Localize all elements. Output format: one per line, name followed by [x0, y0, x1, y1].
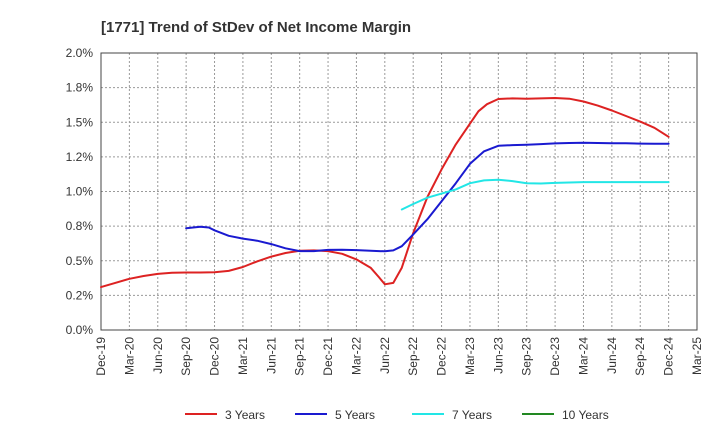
- y-axis-ticks: 0.0% 0.2% 0.5% 0.8% 1.0% 1.2% 1.5% 1.8% 2.0%: [66, 46, 94, 337]
- series-lines: [100, 97, 670, 289]
- x-tick-label: Jun-21: [264, 337, 278, 374]
- chart-title: [1771] Trend of StDev of Net Income Marg…: [101, 19, 411, 36]
- x-tick-label: Sep-22: [406, 337, 420, 376]
- legend: 3 Years 5 Years 7 Years 10 Years: [185, 408, 609, 422]
- x-tick-label: Sep-20: [179, 337, 193, 376]
- x-tick-label: Mar-20: [122, 337, 136, 375]
- x-tick-label: Mar-24: [576, 337, 590, 375]
- x-tick-label: Jun-20: [151, 337, 165, 374]
- gridlines: [100, 52, 698, 331]
- x-tick-label: Mar-22: [349, 337, 363, 375]
- series-line-5-years: [185, 141, 670, 253]
- x-tick-label: Sep-23: [520, 337, 534, 376]
- legend-label: 3 Years: [225, 408, 265, 422]
- legend-item: 7 Years: [412, 408, 492, 422]
- x-tick-label: Dec-22: [435, 337, 449, 376]
- y-tick-label: 1.2%: [66, 150, 94, 164]
- x-tick-label: Mar-23: [463, 337, 477, 375]
- x-tick-label: Mar-25: [690, 337, 704, 375]
- y-tick-label: 1.5%: [66, 115, 94, 129]
- y-tick-label: 0.2%: [66, 288, 94, 302]
- series-line-3-years: [100, 97, 670, 289]
- y-tick-label: 1.0%: [66, 185, 94, 199]
- y-tick-label: 0.0%: [66, 323, 94, 337]
- x-tick-label: Sep-21: [293, 337, 307, 376]
- series-line-7-years: [400, 178, 670, 211]
- legend-label: 7 Years: [452, 408, 492, 422]
- x-tick-label: Dec-23: [548, 337, 562, 376]
- x-tick-label: Dec-21: [321, 337, 335, 376]
- legend-label: 5 Years: [335, 408, 375, 422]
- x-tick-label: Jun-22: [378, 337, 392, 374]
- x-tick-label: Jun-24: [605, 337, 619, 374]
- legend-item: 5 Years: [295, 408, 375, 422]
- legend-item: 10 Years: [522, 408, 609, 422]
- legend-label: 10 Years: [562, 408, 609, 422]
- legend-item: 3 Years: [185, 408, 265, 422]
- x-tick-label: Jun-23: [491, 337, 505, 374]
- y-tick-label: 0.8%: [66, 219, 94, 233]
- x-tick-label: Dec-24: [662, 337, 676, 376]
- x-tick-label: Dec-20: [208, 337, 222, 376]
- y-tick-label: 2.0%: [66, 46, 94, 60]
- plot-area: [100, 52, 698, 331]
- x-axis-ticks: Dec-19 Mar-20 Jun-20 Sep-20 Dec-20 Mar-21 Jun-…: [94, 337, 704, 376]
- x-tick-label: Mar-21: [236, 337, 250, 375]
- x-tick-label: Sep-24: [633, 337, 647, 376]
- x-tick-label: Dec-19: [94, 337, 108, 376]
- y-tick-label: 0.5%: [66, 254, 94, 268]
- y-tick-label: 1.8%: [66, 81, 94, 95]
